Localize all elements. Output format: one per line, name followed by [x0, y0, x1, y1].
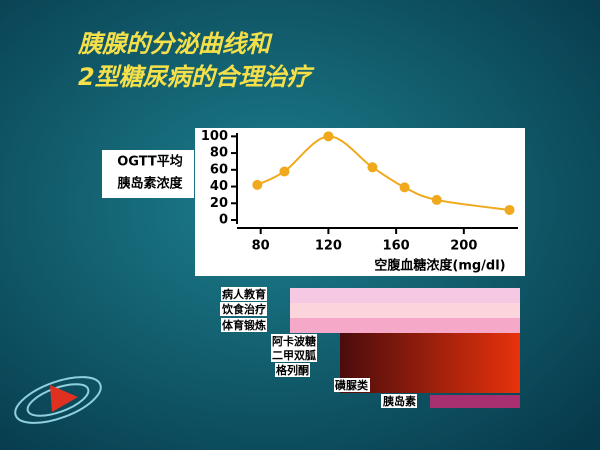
treatment-bar: [430, 395, 520, 408]
label-bg: [334, 378, 370, 392]
point: [504, 204, 515, 215]
y-tick-label: 0: [219, 213, 228, 228]
point: [252, 179, 263, 190]
treatment-bar: [340, 333, 520, 393]
point: [431, 194, 442, 205]
y-tick-label: 40: [210, 179, 228, 194]
treatment-label: 病人教育: [222, 287, 266, 301]
logo: [14, 376, 102, 424]
x-tick-label: 160: [383, 239, 410, 254]
chart-panel: [195, 128, 525, 276]
y-axis-label: 胰岛素浓度: [117, 176, 183, 192]
label-bg: [221, 287, 267, 301]
treatment-label: 磺脲类: [335, 378, 369, 392]
y-tick-label: 20: [210, 196, 228, 211]
label-bg: [271, 348, 317, 362]
label-bg: [275, 363, 310, 377]
label-bg: [271, 334, 317, 348]
treatment-label: 胰岛素: [382, 394, 416, 408]
label-bg: [221, 318, 267, 332]
x-tick-label: 200: [450, 239, 477, 254]
treatment-label: 体育锻炼: [222, 318, 266, 332]
point: [399, 182, 410, 193]
label-bg: [381, 394, 417, 408]
y-axis-label: OGTT平均: [117, 154, 183, 170]
x-tick-label: 120: [315, 239, 342, 254]
x-axis-label: 空腹血糖浓度(mg/dl): [374, 258, 505, 274]
x-tick-label: 80: [252, 239, 270, 254]
y-tick-label: 100: [201, 129, 228, 144]
treatment-bar: [290, 303, 520, 318]
point: [367, 162, 378, 173]
point: [323, 131, 334, 142]
ylabel-bg: [102, 150, 194, 198]
title-line: 胰腺的分泌曲线和: [77, 30, 273, 58]
y-tick-label: 60: [210, 162, 228, 177]
treatment-bar: [290, 318, 520, 333]
y-tick-label: 80: [210, 146, 228, 161]
treatment-label: 二甲双胍: [272, 348, 316, 362]
title-line: 2型糖尿病的合理治疗: [78, 63, 315, 91]
point: [279, 166, 290, 177]
treatment-label: 饮食治疗: [221, 302, 266, 316]
label-bg: [220, 302, 267, 316]
treatment-bar: [290, 288, 520, 303]
treatment-label: 格列酮: [276, 363, 309, 377]
treatment-label: 阿卡波糖: [272, 334, 316, 348]
